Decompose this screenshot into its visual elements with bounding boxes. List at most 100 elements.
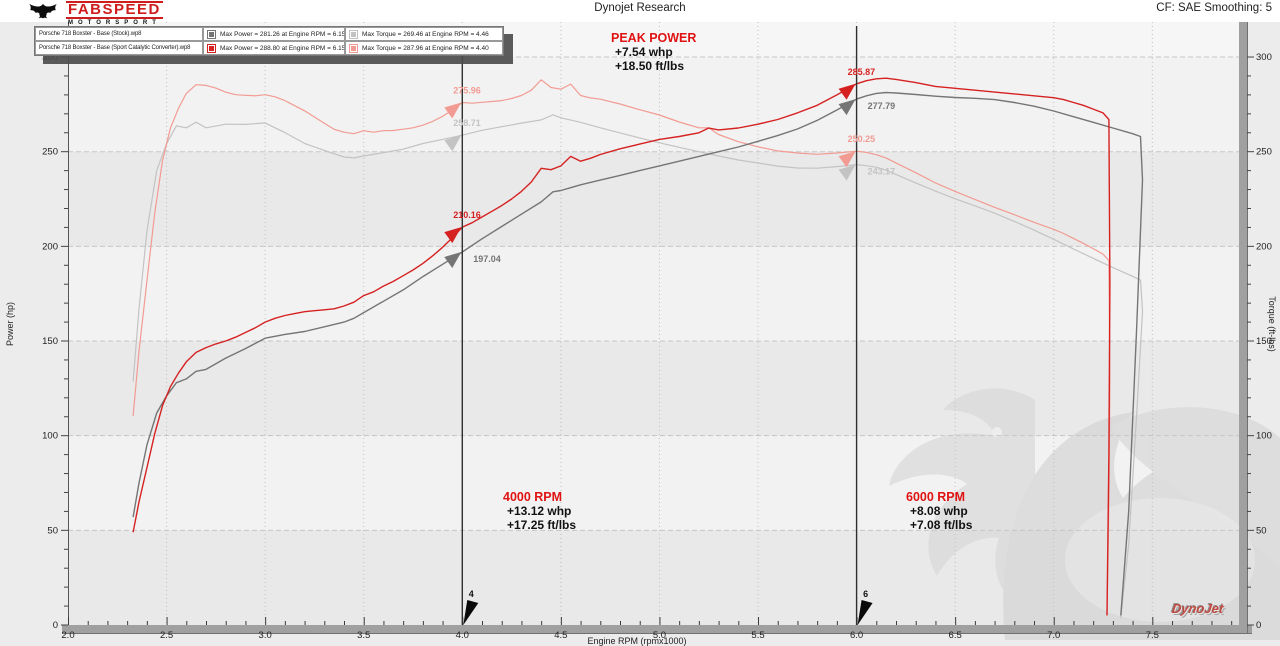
annotation-title: PEAK POWER: [611, 31, 697, 45]
value-marker-label: 275.96: [453, 86, 481, 96]
annotation-line: +17.25 ft/lbs: [507, 518, 577, 532]
legend-max-torque-text: Max Torque = 287.96 at Engine RPM = 4.40: [362, 44, 489, 52]
legend-max-torque: Max Torque = 269.46 at Engine RPM = 4.46: [345, 27, 503, 41]
cursor-arrow[interactable]: [463, 600, 479, 625]
annotation-line: +7.54 whp: [615, 45, 673, 59]
peak-power-annotation: PEAK POWER +7.54 whp +18.50 ft/lbs: [611, 31, 696, 73]
x-axis-tick-label: 2.5: [160, 630, 173, 641]
x-axis-tick-label: 7.0: [1047, 630, 1060, 641]
rpm-6000-annotation: 6000 RPM +8.08 whp +7.08 ft/lbs: [906, 490, 972, 532]
legend-max-power-text: Max Power = 281.26 at Engine RPM = 6.15: [220, 30, 345, 38]
annotation-line: +8.08 whp: [910, 504, 968, 518]
x-axis-tick-label: 3.0: [259, 630, 272, 641]
annotation-line: +18.50 ft/lbs: [615, 59, 685, 73]
value-marker: [444, 102, 462, 119]
y-axis-tick-label: 300: [1256, 52, 1272, 63]
dynojet-watermark: [889, 388, 1280, 640]
annotation-line: +7.08 ft/lbs: [910, 518, 973, 532]
y-axis-tick-label: 200: [1256, 241, 1272, 252]
gridlines: [68, 22, 1243, 625]
band: [68, 57, 1243, 152]
brand-subtitle: MOTORSPORT: [68, 20, 161, 26]
torque-swatch-sportcat: [349, 43, 358, 53]
x-axis-tick-label: 6.5: [949, 630, 962, 641]
value-marker: [444, 251, 462, 268]
power-swatch-sportcat: [207, 43, 216, 53]
rpm-4000-annotation: 4000 RPM +13.12 whp +17.25 ft/lbs: [503, 490, 576, 532]
value-marker-label: 210.16: [453, 210, 481, 220]
rpm-axis-title: Engine RPM (rpmx1000): [587, 636, 686, 646]
value-marker: [838, 164, 856, 181]
curve-stock-power: [132, 91, 1144, 616]
torque-swatch-stock: [349, 29, 358, 39]
value-marker: [444, 135, 462, 152]
y-axis-tick-label: 200: [42, 241, 58, 252]
y-axis-tick-label: 0: [53, 620, 58, 631]
curve-sport-cat-power: [132, 77, 1111, 616]
x-axis-tick-label: 5.5: [751, 630, 764, 641]
band: [68, 151, 1243, 247]
legend-max-power: Max Power = 288.80 at Engine RPM = 6.15: [203, 41, 345, 55]
y-axis-tick-label: 300: [42, 52, 58, 63]
band: [68, 246, 1243, 342]
value-marker-label: 258.71: [453, 118, 481, 128]
value-marker-label: 285.87: [848, 67, 876, 77]
torque-axis-title: Torque (ft-lbs): [1267, 296, 1277, 352]
y-axis-tick-label: 100: [1256, 431, 1272, 442]
x-axis-tick-label: 5.0: [653, 630, 666, 641]
legend-max-power: Max Power = 281.26 at Engine RPM = 6.15: [203, 27, 345, 41]
y-axis-tick-label: 150: [1256, 336, 1272, 347]
y-axis-tick-label: 100: [42, 431, 58, 442]
fabspeed-logo: FABSPEED MOTORSPORT: [24, 1, 163, 26]
x-axis-tick-label: 3.5: [357, 630, 370, 641]
value-marker-label: 197.04: [473, 254, 501, 264]
axes: [62, 22, 1252, 634]
legend-max-torque: Max Torque = 287.96 at Engine RPM = 4.40: [345, 41, 503, 55]
annotation-title: 4000 RPM: [503, 490, 563, 504]
y-axis-tick-label: 0: [1256, 620, 1261, 631]
y-axis-tick-label: 50: [47, 525, 58, 536]
power-axis-title: Power (hp): [5, 302, 15, 346]
y-axis-tick-label: 50: [1256, 525, 1267, 536]
curve-stock-torque: [132, 114, 1144, 619]
cursor-rpm-label: 4: [469, 589, 474, 599]
right-axis-bar: [1239, 22, 1247, 633]
legend-max-torque-text: Max Torque = 269.46 at Engine RPM = 4.46: [362, 30, 489, 38]
curve-sport-cat-torque: [132, 79, 1111, 615]
cursors: 4 275.96 258.71 210.16 197.04 6 285.87 277.79 25…: [444, 26, 895, 625]
x-axis-tick-label: 4.0: [456, 630, 469, 641]
cursor-arrow[interactable]: [857, 600, 873, 625]
y-axis-tick-label: 250: [1256, 147, 1272, 158]
x-axis-tick-label: 7.5: [1146, 630, 1159, 641]
x-axis-tick-label: 6.0: [850, 630, 863, 641]
correction-factor-label: CF: SAE Smoothing: 5: [1156, 2, 1272, 14]
power-swatch-stock: [207, 29, 216, 39]
y-axis-tick-label: 150: [42, 336, 58, 347]
dynojet-logo: DynoJet: [1170, 601, 1225, 616]
axis-labels: 0 0 50 50 100 100 150 150 200 200 250 250 300 300 2.0 2…: [5, 52, 1277, 646]
band: [68, 341, 1243, 436]
y-axis-tick-label: 250: [42, 147, 58, 158]
x-axis-tick-label: 4.5: [554, 630, 567, 641]
fabspeed-bat-icon: [29, 3, 57, 19]
curves: [132, 77, 1144, 619]
value-marker-label: 277.79: [868, 101, 896, 111]
brand-name: FABSPEED: [66, 1, 163, 19]
value-marker: [444, 227, 462, 244]
page-title: Dynojet Research: [594, 2, 686, 14]
annotation-line: +13.12 whp: [507, 504, 572, 518]
legend-run-name[interactable]: Porsche 718 Boxster - Base (Stock).wp8: [35, 27, 203, 41]
value-marker: [838, 151, 856, 168]
x-axis-bar: [62, 625, 1252, 633]
value-marker-label: 243.17: [868, 167, 896, 177]
legend-max-power-text: Max Power = 288.80 at Engine RPM = 6.15: [220, 44, 345, 52]
legend-run-name[interactable]: Porsche 718 Boxster - Base (Sport Cataly…: [35, 41, 203, 55]
annotation-title: 6000 RPM: [906, 490, 966, 504]
x-axis-tick-label: 2.0: [61, 630, 74, 641]
legend: Porsche 718 Boxster - Base (Stock).wp8 M…: [34, 26, 504, 56]
header-bar: FABSPEED MOTORSPORT Dynojet Research CF:…: [0, 0, 1280, 26]
cursor-rpm-label: 6: [863, 589, 868, 599]
value-marker: [838, 99, 856, 116]
